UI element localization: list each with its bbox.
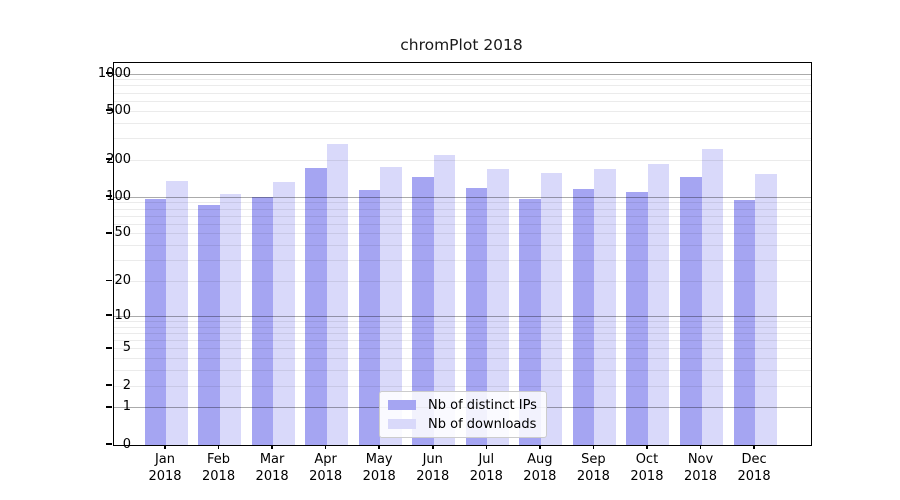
x-tick-mark: [432, 445, 434, 449]
bar-downloads-dec: [755, 174, 777, 445]
bar-downloads-aug: [540, 173, 563, 445]
bar-downloads-sep: [594, 168, 616, 445]
x-tick-label-aug: Aug 2018: [523, 452, 557, 484]
x-tick-label-may: May 2018: [362, 452, 396, 484]
x-tick-mark: [324, 445, 327, 449]
y-tick-label-5: 5: [122, 340, 131, 356]
x-tick-mark: [539, 445, 541, 449]
y-tick-label-0: 0: [122, 436, 131, 452]
bar-downloads-jul: [487, 168, 509, 445]
x-tick-label-jun: Jun 2018: [416, 452, 450, 484]
downloads-swatch-icon: [388, 419, 416, 429]
bar-ips-nov: [680, 176, 702, 445]
x-tick-mark: [753, 445, 755, 449]
y-tick-mark: [106, 406, 112, 408]
x-tick-mark: [378, 445, 380, 449]
x-tick-mark: [164, 445, 166, 449]
x-tick-mark: [699, 445, 702, 449]
y-tick-label-200: 200: [106, 151, 131, 167]
y-tick-label-2: 2: [122, 377, 131, 393]
y-tick-label-500: 500: [106, 102, 131, 118]
legend-label: Nb of distinct IPs: [428, 397, 537, 413]
bar-downloads-jun: [433, 155, 456, 445]
bar-ips-feb: [198, 204, 220, 445]
y-tick-mark: [106, 347, 112, 349]
y-tick-mark: [106, 195, 112, 197]
bar-downloads-jan: [166, 180, 188, 445]
bar-downloads-mar: [273, 182, 295, 445]
y-tick-mark: [106, 443, 112, 445]
x-tick-label-nov: Nov 2018: [683, 452, 718, 484]
chart-title: chromPlot 2018: [400, 36, 523, 54]
bar-ips-may: [358, 190, 381, 445]
bar-downloads-may: [380, 167, 402, 445]
x-tick-mark: [271, 445, 273, 449]
y-tick-label-10: 10: [114, 307, 131, 323]
plot-area: [113, 62, 812, 446]
x-tick-mark: [217, 445, 220, 449]
y-tick-label-50: 50: [114, 225, 131, 241]
y-tick-label-100: 100: [106, 188, 131, 204]
y-tick-mark: [106, 314, 112, 316]
legend-entry-downloads: Nb of downloads: [380, 417, 546, 432]
legend: Nb of distinct IPs Nb of downloads: [379, 391, 547, 438]
bar-downloads-nov: [701, 149, 723, 445]
bar-downloads-apr: [326, 144, 349, 445]
y-tick-mark: [106, 72, 112, 74]
legend-entry-distinct-ips: Nb of distinct IPs: [380, 398, 546, 413]
y-tick-label-20: 20: [114, 273, 131, 289]
x-tick-label-feb: Feb 2018: [202, 452, 236, 484]
x-tick-mark: [592, 445, 595, 449]
distinct-ips-swatch-icon: [388, 400, 416, 410]
bar-ips-jan: [144, 198, 166, 445]
y-tick-label-1000: 1000: [97, 65, 131, 81]
x-tick-label-oct: Oct 2018: [630, 452, 664, 484]
y-tick-mark: [106, 384, 112, 386]
bar-ips-jul: [465, 187, 488, 445]
y-tick-mark: [106, 109, 112, 111]
legend-label: Nb of downloads: [428, 416, 537, 432]
x-tick-label-jul: Jul 2018: [469, 452, 503, 484]
bar-downloads-oct: [647, 164, 670, 445]
y-tick-mark: [106, 232, 112, 234]
bar-ips-oct: [626, 192, 648, 445]
bar-ips-apr: [305, 167, 327, 445]
bar-downloads-feb: [219, 193, 242, 445]
x-tick-label-mar: Mar 2018: [255, 452, 289, 484]
bar-ips-jun: [412, 177, 434, 445]
x-tick-label-sep: Sep 2018: [576, 452, 610, 484]
x-tick-mark: [646, 445, 648, 449]
y-tick-label-1: 1: [122, 399, 131, 415]
bars-layer: [114, 63, 811, 445]
bar-ips-sep: [572, 188, 595, 445]
x-tick-mark: [485, 445, 488, 449]
x-tick-label-jan: Jan 2018: [148, 452, 182, 484]
x-tick-label-apr: Apr 2018: [309, 452, 343, 484]
bar-ips-mar: [251, 197, 274, 445]
bar-ips-dec: [733, 199, 756, 445]
y-tick-mark: [106, 158, 112, 160]
x-tick-label-dec: Dec 2018: [737, 452, 771, 484]
y-tick-mark: [106, 279, 112, 282]
bar-ips-aug: [519, 198, 541, 445]
